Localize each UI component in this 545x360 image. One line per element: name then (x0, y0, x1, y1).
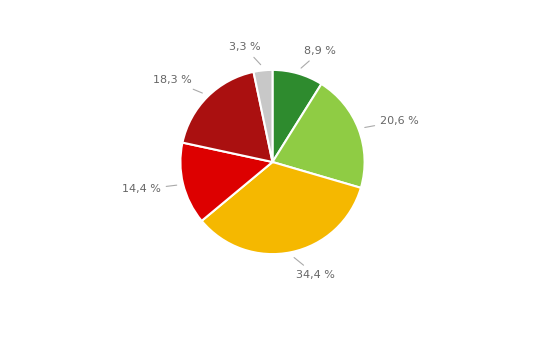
Text: 14,4 %: 14,4 % (122, 184, 177, 194)
Wedge shape (202, 162, 361, 254)
Wedge shape (253, 70, 272, 162)
Text: 18,3 %: 18,3 % (153, 75, 202, 93)
Wedge shape (272, 84, 365, 188)
Text: 8,9 %: 8,9 % (301, 46, 336, 68)
Text: 20,6 %: 20,6 % (365, 116, 419, 127)
Wedge shape (272, 70, 322, 162)
Text: 34,4 %: 34,4 % (294, 257, 335, 280)
Wedge shape (183, 72, 272, 162)
Wedge shape (180, 143, 272, 221)
Text: 3,3 %: 3,3 % (229, 42, 261, 65)
